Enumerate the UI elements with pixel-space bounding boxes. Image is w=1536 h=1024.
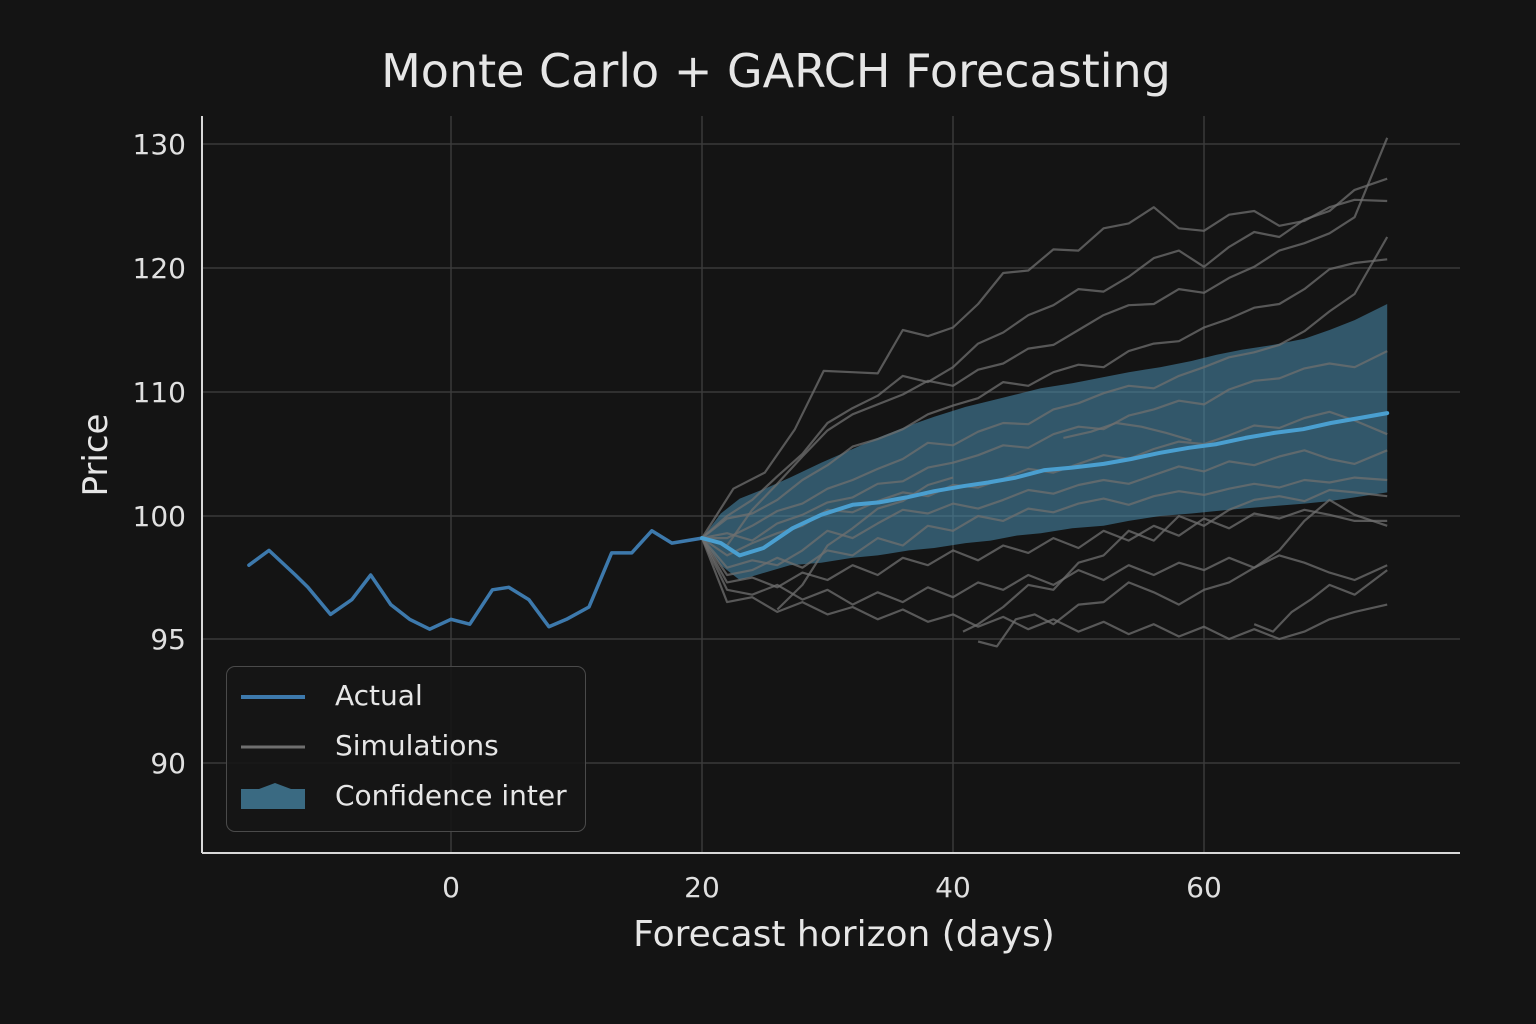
simulation-path-16: [1063, 421, 1192, 442]
x-tick-label-20: 20: [684, 871, 720, 904]
simulation-path-12: [700, 537, 1388, 641]
simulation-path-15: [1253, 569, 1388, 633]
legend-item-simulations: Simulations: [227, 727, 585, 767]
chart-title: Monte Carlo + GARCH Forecasting: [381, 44, 1171, 98]
legend-swatch-simulations: [241, 745, 305, 749]
actual-line: [247, 529, 704, 631]
series-layer: [247, 411, 1390, 631]
y-tick-label-100: 100: [133, 500, 186, 533]
y-tick-label-110: 110: [133, 376, 186, 409]
legend-label-band: Confidence inter: [335, 779, 567, 812]
axes: [201, 116, 1460, 854]
x-tick-label-40: 40: [935, 871, 971, 904]
y-tick-label-90: 90: [150, 747, 186, 780]
tick-labels: 130 120 110 100 95 90 0 20 40 60: [133, 128, 1222, 904]
y-tick-label-120: 120: [133, 252, 186, 285]
legend-swatch-actual: [241, 695, 305, 699]
legend-label-actual: Actual: [335, 679, 423, 712]
simulation-path-3: [701, 137, 1389, 547]
legend: Actual Simulations Confidence inter: [226, 666, 586, 832]
simulation-path-1: [701, 198, 1388, 539]
simulation-path-14: [977, 498, 1388, 648]
x-tick-label-60: 60: [1186, 871, 1222, 904]
simulation-path-9: [701, 476, 1388, 577]
simulation-path-13: [962, 488, 1388, 633]
legend-label-simulations: Simulations: [335, 729, 499, 762]
legend-item-band: Confidence inter: [227, 777, 585, 817]
mean-forecast-line: [700, 411, 1390, 558]
y-tick-label-130: 130: [133, 128, 186, 161]
x-axis-label: Forecast horizon (days): [633, 914, 1055, 955]
simulation-path-2: [701, 177, 1388, 539]
simulation-path-8: [701, 449, 1388, 569]
simulation-path-5: [702, 236, 1389, 540]
legend-item-actual: Actual: [227, 677, 585, 717]
y-tick-label-95: 95: [150, 623, 186, 656]
simulation-path-17: [776, 476, 954, 611]
legend-swatch-band: [241, 783, 305, 809]
simulations-layer: [700, 137, 1389, 648]
simulation-path-4: [701, 258, 1388, 539]
x-tick-label-0: 0: [442, 871, 460, 904]
simulation-path-10: [701, 508, 1388, 589]
simulation-path-6: [701, 350, 1388, 542]
simulation-path-11: [701, 537, 1388, 606]
